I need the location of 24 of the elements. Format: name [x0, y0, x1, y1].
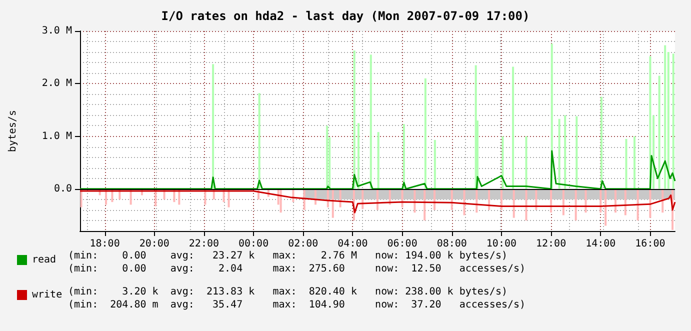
- x-tick-label: 20:00: [139, 238, 170, 250]
- text: (min: 0.00 avg: 2.04 max: 275.60 now: 12.50 accesses/s): [68, 264, 526, 274]
- y-tick-label: 0.0: [54, 183, 72, 194]
- y-axis-title: bytes/s: [8, 110, 18, 152]
- y-tick-label: 3.0 M: [42, 26, 72, 36]
- x-tick-label: 02:00: [288, 238, 318, 250]
- x-tick-label: 14:00: [586, 238, 616, 250]
- legend-label: write: [32, 290, 62, 300]
- x-tick-label: 12:00: [536, 238, 566, 250]
- x-tick-label: 18:00: [90, 238, 120, 250]
- x-tick-label: 22:00: [188, 238, 220, 250]
- x-tick-label: 06:00: [387, 238, 418, 250]
- legend-label: read: [32, 254, 56, 266]
- x-tick-label: 16:00: [635, 238, 666, 250]
- x-tick-label: 08:00: [436, 238, 467, 250]
- y-tick-label: 2.0 M: [42, 78, 72, 90]
- x-tick-label: 04:00: [338, 238, 368, 250]
- x-tick-label: 10:00: [486, 238, 517, 250]
- text: (min: 3.20 k avg: 213.83 k max: 820.40 k now: 238.00 k bytes/s): [68, 286, 508, 298]
- x-tick-label: 00:00: [238, 238, 269, 250]
- y-tick-label: 1.0 M: [42, 130, 72, 142]
- chart-title: I/O rates on hda2 - last day (Mon 2007-07-09 17:00): [161, 9, 530, 23]
- text: (min: 204.80 m avg: 35.47 max: 104.90 now: 37.20 accesses/s): [68, 300, 526, 310]
- text: (min: 0.00 avg: 23.27 k max: 2.76 M now: 194.00 k bytes/s): [68, 250, 508, 262]
